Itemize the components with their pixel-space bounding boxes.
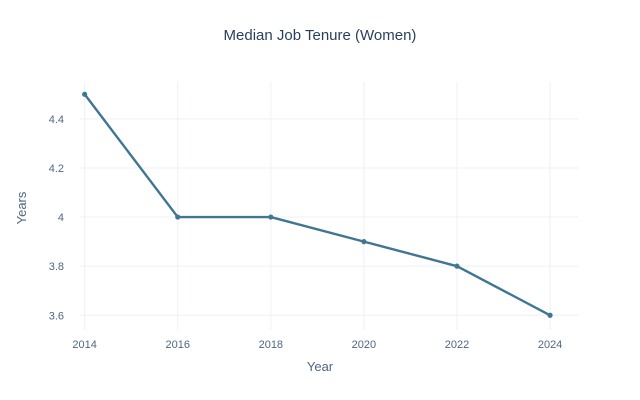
x-tick-label: 2014 bbox=[72, 339, 96, 351]
x-tick-label: 2018 bbox=[259, 339, 283, 351]
x-tick-label: 2016 bbox=[165, 339, 189, 351]
y-axis-title: Years bbox=[14, 191, 29, 224]
x-tick-label: 2020 bbox=[352, 339, 376, 351]
chart-title: Median Job Tenure (Women) bbox=[224, 27, 417, 44]
y-tick-label: 3.6 bbox=[49, 310, 64, 322]
data-point bbox=[175, 214, 181, 220]
x-tick-label: 2024 bbox=[538, 339, 562, 351]
data-point bbox=[82, 91, 88, 97]
y-axis: 3.6 3.8 4 4.2 4.4 bbox=[49, 114, 64, 322]
y-tick-label: 4 bbox=[58, 212, 64, 224]
y-tick-label: 4.2 bbox=[49, 163, 64, 175]
y-tick-label: 3.8 bbox=[49, 261, 64, 273]
x-tick-label: 2022 bbox=[445, 339, 469, 351]
series-line bbox=[83, 93, 552, 317]
chart-series bbox=[82, 91, 553, 318]
chart-grid bbox=[80, 82, 578, 330]
data-point bbox=[547, 312, 553, 318]
x-axis-title: Year bbox=[307, 359, 334, 374]
y-tick-label: 4.4 bbox=[49, 114, 64, 126]
data-point bbox=[361, 239, 367, 245]
data-point bbox=[268, 214, 274, 220]
x-axis: 2014 2016 2018 2020 2022 2024 bbox=[72, 339, 562, 351]
data-point bbox=[454, 263, 460, 269]
